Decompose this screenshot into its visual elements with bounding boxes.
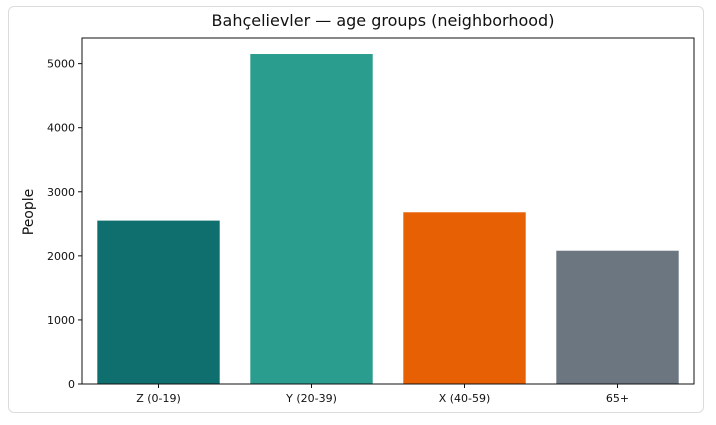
y-tick-label-1: 1000 xyxy=(47,314,75,327)
x-tick-label-1: Y (20-39) xyxy=(285,392,337,405)
x-tick-label-2: X (40-59) xyxy=(439,392,491,405)
y-tick-label-2: 2000 xyxy=(47,250,75,263)
bar-3 xyxy=(556,250,679,384)
y-tick-label-0: 0 xyxy=(68,378,75,391)
x-tick-label-0: Z (0-19) xyxy=(136,392,181,405)
bar-0 xyxy=(97,220,220,384)
x-tick-label-3: 65+ xyxy=(606,392,629,405)
chart-title: Bahçelievler — age groups (neighborhood) xyxy=(212,11,555,30)
plot-area: Z (0-19) Y (20-39) X (40-59) 65+ 0 1000 2000 30… xyxy=(47,37,695,405)
y-tick-label-3: 3000 xyxy=(47,186,75,199)
bar-2 xyxy=(403,212,526,384)
bar-1 xyxy=(250,54,373,385)
axes-frame xyxy=(81,37,695,385)
y-tick-label-5: 5000 xyxy=(47,58,75,71)
y-tick-label-4: 4000 xyxy=(47,122,75,135)
y-axis-label: People xyxy=(21,189,37,236)
